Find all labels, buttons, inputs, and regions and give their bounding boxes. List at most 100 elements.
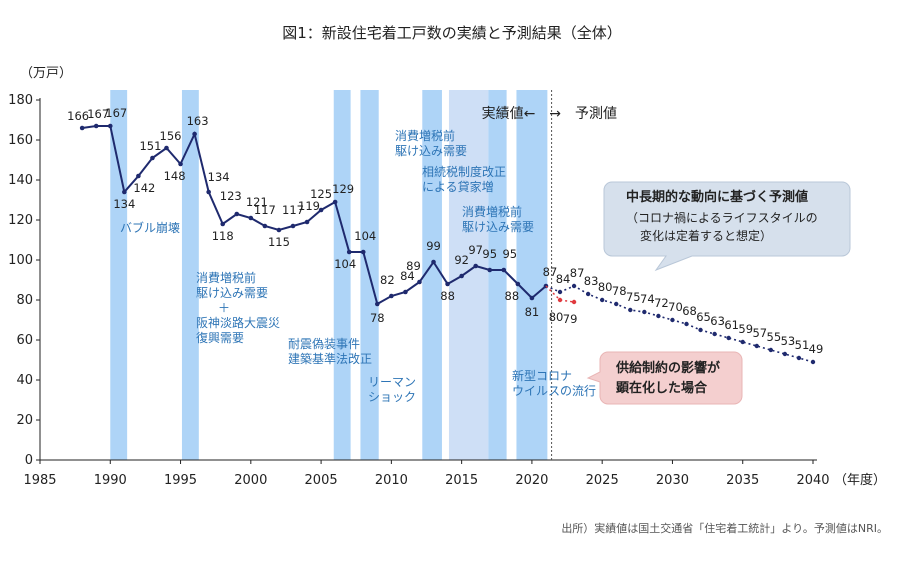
actual-data-label: 97 [468,243,483,257]
x-tick-label: 1990 [94,473,127,488]
forecast-data-label: 83 [584,274,599,288]
forecast-callout-box [603,181,851,272]
y-tick-label: 100 [8,253,33,268]
forecast-data-label: 70 [668,300,683,314]
actual-point [431,259,436,265]
y-tick-label: 40 [16,373,33,388]
forecast-data-label: 74 [640,292,655,306]
actual-data-label: 156 [160,129,182,143]
actual-data-label: 167 [105,106,127,120]
event-band [422,90,442,460]
actual-data-label: 166 [67,109,89,123]
actual-data-label: 134 [113,197,135,211]
actual-data-label: 134 [208,170,230,184]
x-tick-label: 2010 [375,473,408,488]
actual-data-label: 87 [543,265,558,279]
event-band [333,90,351,460]
x-tick-label: 2025 [586,473,619,488]
actual-data-label: 84 [400,269,415,283]
actual-point [79,125,85,131]
y-tick-label: 0 [25,453,33,468]
actual-data-label: 117 [282,203,304,217]
actual-point [93,123,99,129]
forecast-point [712,331,717,337]
actual-point [389,293,394,299]
forecast-callout-body: （コロナ禍によるライフスタイルの変化は定着すると想定） [626,210,818,243]
actual-data-label: 123 [220,189,242,203]
actual-data-label: 148 [164,169,186,183]
y-unit-label: （万戸） [20,66,72,81]
x-tick-label: 2005 [305,473,338,488]
actual-data-label: 119 [298,199,320,213]
forecast-series-line [545,285,814,363]
forecast-point [585,291,591,297]
forecast-data-label: 75 [626,290,641,304]
event-label: 新型コロナウイルスの流行 [512,368,596,398]
event-label: 消費増税前駆け込み需要 [462,204,534,234]
actual-point [150,155,155,161]
actual-point [360,249,366,255]
chart-title: 図1：新設住宅着工戸数の実績と予測結果（全体） [282,24,622,42]
actual-point [515,281,521,287]
event-band [488,90,507,460]
forecast-data-label: 57 [752,326,767,340]
forecast-data-label: 59 [738,322,753,336]
forecast-data-label: 61 [724,318,739,332]
actual-point [220,221,226,227]
actual-point [417,279,422,285]
supply-constraint-data-label: 79 [563,312,578,326]
x-tick-label: 2020 [515,473,548,488]
actual-point [445,281,450,287]
y-tick-label: 160 [8,133,33,148]
actual-data-label: 118 [212,229,234,243]
actual-data-label: 129 [332,182,354,196]
supply-callout-title: 供給制約の影響が顕在化した場合 [615,360,720,396]
supply-constraint-line [545,285,575,303]
actual-point [178,161,183,167]
x-tick-label: 2030 [656,473,689,488]
x-tick-label: 1985 [23,473,56,488]
forecast-callout-title: 中長期的な動向に基づく予測値 [626,189,808,205]
actual-data-label: 82 [380,273,395,287]
actual-data-label: 92 [454,253,469,267]
forecast-data-label: 78 [612,284,627,298]
x-tick-label: 1995 [164,473,197,488]
event-label: 耐震偽装事件建築基準法改正 [288,337,372,366]
actual-point [192,131,197,137]
event-band [516,90,548,460]
actual-forecast-label: 実績値← → 予測値 [482,106,617,122]
actual-data-label: 163 [187,114,209,128]
forecast-data-label: 53 [781,334,796,348]
actual-data-label: 104 [354,229,376,243]
actual-data-label: 142 [133,181,155,195]
x-tick-label: 2000 [234,473,267,488]
forecast-point [642,309,647,315]
actual-point [262,223,268,229]
actual-point [122,189,127,195]
forecast-point [628,307,633,313]
actual-point [248,215,254,221]
actual-data-label: 89 [406,259,421,273]
forecast-point [571,283,577,289]
actual-data-label: 81 [525,305,540,319]
supply-constraint-data-label: 80 [549,310,564,324]
actual-point [332,199,338,205]
forecast-data-label: 65 [696,310,711,324]
forecast-data-label: 49 [809,342,824,356]
y-tick-label: 80 [16,293,33,308]
forecast-data-label: 87 [570,266,585,280]
forecast-point [599,297,605,303]
forecast-data-label: 68 [682,304,697,318]
actual-point [487,267,493,273]
actual-point [136,173,141,179]
actual-point [304,219,310,225]
x-tick-label: 2015 [445,473,478,488]
supply-callout-box [586,351,743,405]
forecast-point [684,321,689,327]
event-label: 消費増税前駆け込み需要＋阪神淡路大震災復興需要 [196,270,280,345]
actual-data-label: 151 [139,139,161,153]
forecast-point [670,317,675,323]
event-label: バブル崩壊 [120,220,180,235]
forecast-point [656,313,661,319]
